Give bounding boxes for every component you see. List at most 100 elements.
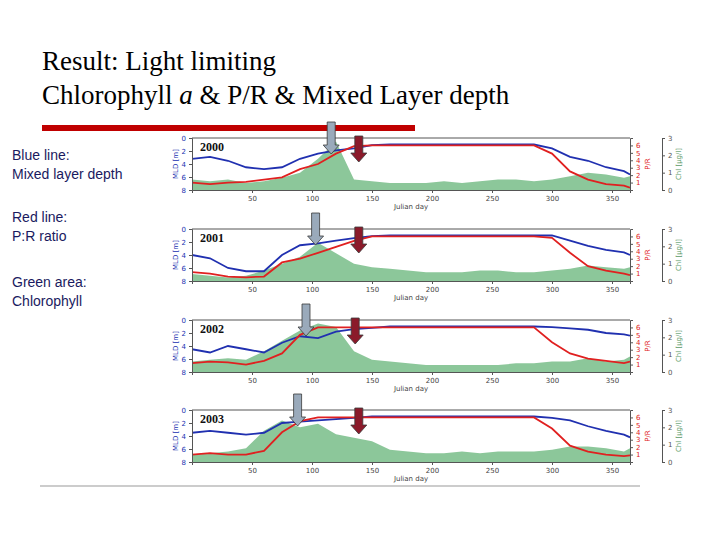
tick-mark [630,327,633,328]
tick-label: 300 [546,467,559,475]
tick-mark [630,350,633,351]
y-axis-title: MLD [m] [172,331,180,361]
tick: 100 [306,190,319,203]
tick-label: 250 [486,286,499,294]
tick: 2 [630,172,640,180]
tick-mark [189,190,192,191]
tick: 5 [630,422,640,430]
tick-label: 2 [668,424,672,432]
tick: 6 [630,142,641,150]
tick-label: 6 [636,142,641,150]
tick-mark [662,264,665,265]
tick-label: 0 [182,135,186,143]
tick: 4 [630,339,641,347]
tick-label: 1 [636,361,640,369]
tick: 2 [182,148,192,156]
tick: 250 [486,462,499,475]
tick-mark [612,462,613,465]
bottom-rule [40,486,640,487]
tick-label: 250 [486,467,499,475]
tick-label: 2 [668,334,672,342]
panel-title: 2003 [200,412,224,426]
tick-label: 100 [306,195,319,203]
pr-line [192,417,630,456]
tick: 6 [182,174,192,182]
tick-mark [189,255,192,256]
y2-axis-title: P/R [644,340,652,352]
tick-mark [492,281,493,284]
tick: 350 [606,462,619,475]
tick-mark [630,251,633,252]
tick-label: 2 [182,239,186,247]
tick: 150 [366,462,379,475]
axis-line [631,321,634,373]
tick-mark [432,281,433,284]
tick-label: 3 [636,346,640,354]
tick-label: 300 [546,377,559,385]
tick-label: 6 [182,174,187,182]
pr-line [192,327,630,364]
tick-mark [630,259,633,260]
tick-label: 4 [636,339,641,347]
x-axis-title: Julian day [393,203,428,211]
tick: 5 [630,332,640,340]
arrow [351,136,367,162]
y2-axis-title: P/R [644,249,652,261]
tick-mark [662,462,665,463]
tick-label: 1 [668,260,672,268]
tick-label: 50 [248,377,257,385]
tick: 2 [630,354,640,362]
axis-line [631,411,634,463]
tick-mark [630,432,633,433]
pr-line [192,236,630,277]
tick: 1 [662,441,672,449]
tick: 8 [182,278,192,286]
subtitle-part: Chlorophyll [42,80,179,110]
tick: 2 [182,420,192,428]
tick-label: 3 [636,164,640,172]
tick-label: 8 [182,187,186,195]
tick: 200 [426,190,439,203]
tick: 200 [426,462,439,475]
tick-mark [189,138,192,139]
tick: 100 [306,372,319,385]
tick-label: 4 [182,161,187,169]
tick-mark [189,372,192,373]
axis-line [663,321,666,373]
tick-mark [252,190,253,193]
tick-label: 150 [366,195,379,203]
mld-line [192,236,630,272]
panel-title: 2001 [200,231,224,245]
tick: 2 [630,444,640,452]
tick: 3 [630,255,640,263]
tick: 100 [306,462,319,475]
tick-mark [630,447,633,448]
tick: 350 [606,190,619,203]
tick-label: 2 [668,243,672,251]
tick: 0 [662,187,672,195]
tick-mark [492,462,493,465]
tick-mark [630,417,633,418]
tick-mark [432,190,433,193]
tick-label: 300 [546,195,559,203]
tick: 3 [662,407,672,415]
tick-label: 0 [668,187,672,195]
tick: 300 [546,372,559,385]
x-axis-title: Julian day [393,294,428,302]
tick-mark [252,462,253,465]
y3-axis-title: Chl [μg/l] [675,148,683,180]
tick-label: 2 [668,152,672,160]
slide-canvas: Result: Light limitingChlorophyll a & P/… [0,0,720,540]
tick-mark [552,281,553,284]
tick-mark [492,190,493,193]
tick-label: 1 [636,451,640,459]
axis: 123456 [630,230,641,282]
tick-label: 2 [182,330,186,338]
tick-label: 200 [426,377,439,385]
tick-mark [630,365,633,366]
axis: 0123 [662,317,672,377]
tick-mark [630,357,633,358]
chlorophyll-area [192,141,630,190]
axis: 02468 [182,226,193,286]
tick: 350 [606,372,619,385]
